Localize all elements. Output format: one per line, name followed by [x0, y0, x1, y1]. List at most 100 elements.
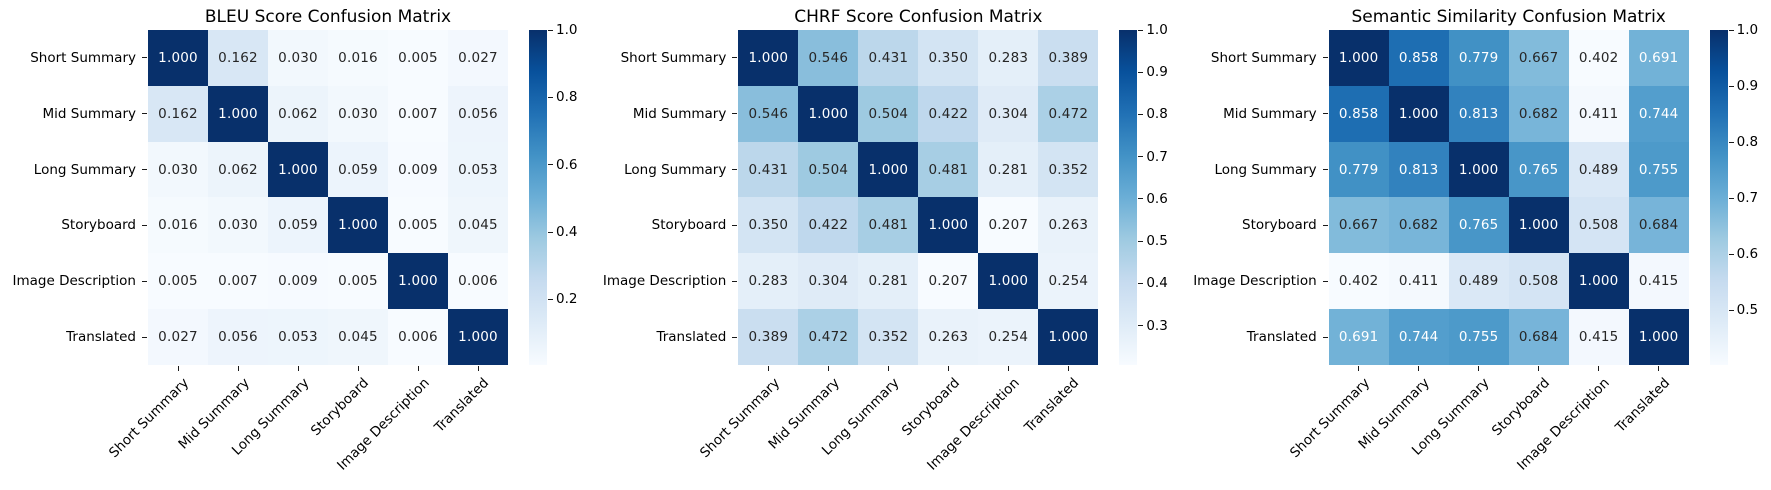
heatmap-cell: 0.009 [268, 253, 328, 310]
colorbar-tick-mark [548, 164, 553, 166]
x-tick-mark [417, 366, 419, 371]
heatmap-cell: 0.422 [798, 197, 859, 254]
heatmap-cell: 0.508 [1508, 253, 1569, 310]
y-tick-mark [732, 336, 738, 338]
heatmap-cell: 1.000 [978, 253, 1039, 310]
x-tick-mark [827, 366, 829, 371]
colorbar-tick-label: 0.4 [1146, 275, 1168, 292]
heatmap-cell: 0.779 [1448, 30, 1509, 86]
x-tick-mark [1538, 366, 1540, 371]
y-tick-label: Short Summary [30, 49, 136, 66]
y-tick-mark [1322, 280, 1328, 282]
heatmap-cell: 0.056 [208, 309, 268, 365]
heatmap-cell: 0.207 [918, 253, 979, 310]
heatmap-cell: 0.059 [268, 197, 328, 254]
colorbar-tick-mark [1728, 85, 1734, 87]
colorbar-tick-label: 0.3 [1146, 317, 1168, 334]
colorbar-tick-label: 0.5 [1146, 233, 1168, 250]
y-tick-label: Mid Summary [632, 105, 727, 122]
y-tick-label: Short Summary [620, 49, 727, 66]
x-tick-label: Storyboard [1488, 375, 1553, 440]
heatmap-cell: 0.304 [978, 85, 1039, 142]
y-tick-label: Translated [1246, 329, 1317, 346]
y-tick-label: Long Summary [1214, 161, 1317, 178]
colorbar [529, 30, 547, 365]
colorbar-tick-mark [1138, 29, 1144, 31]
colorbar-tick-mark [548, 231, 553, 233]
heatmap-cell: 0.504 [798, 141, 859, 198]
y-tick-mark [732, 280, 738, 282]
y-tick-mark [732, 57, 738, 59]
heatmap-cell: 0.682 [1388, 197, 1449, 254]
y-tick-mark [732, 113, 738, 115]
x-tick-mark [477, 366, 479, 371]
y-tick-mark [1322, 224, 1328, 226]
x-tick-mark [1358, 366, 1360, 371]
heatmap-cell: 1.000 [1388, 85, 1449, 142]
heatmap-cell: 1.000 [1328, 30, 1389, 86]
x-tick-label: Translated [431, 375, 493, 436]
colorbar-tick-mark [1728, 197, 1734, 199]
heatmap-cell: 0.691 [1328, 309, 1389, 365]
heatmap-cell: 0.053 [268, 309, 328, 365]
heatmap-cell: 0.005 [148, 253, 208, 310]
y-tick-mark [1322, 169, 1328, 171]
heatmap-cell: 0.489 [1568, 141, 1629, 198]
heatmap-cell: 1.000 [1508, 197, 1569, 254]
heatmap-cell: 0.415 [1628, 253, 1689, 310]
x-tick-mark [1598, 366, 1600, 371]
colorbar-tick-label: 0.6 [556, 156, 578, 173]
heatmap-cell: 0.006 [388, 309, 448, 365]
x-tick-label: Storyboard [308, 375, 373, 440]
heatmap-cell: 0.481 [858, 197, 919, 254]
heatmap-cell: 0.472 [798, 309, 859, 365]
x-tick-label: Short Summary [696, 375, 783, 462]
y-tick-label: Translated [66, 329, 136, 346]
colorbar-tick-mark [548, 298, 553, 300]
heatmap-cell: 0.411 [1568, 85, 1629, 142]
heatmap-cell: 0.402 [1328, 253, 1389, 310]
panel-bleu: BLEU Score Confusion Matrix 1.000 0.162 0.… [0, 0, 590, 490]
heatmap-cell: 0.254 [978, 309, 1039, 365]
heatmap-cell: 1.000 [148, 30, 208, 86]
heatmap-cell: 0.684 [1628, 197, 1689, 254]
heatmap-cell: 0.389 [738, 309, 799, 365]
heatmap-cell: 1.000 [858, 141, 919, 198]
x-tick-mark [1658, 366, 1660, 371]
heatmap-cell: 0.504 [858, 85, 919, 142]
heatmap-cell: 0.059 [328, 141, 388, 198]
heatmap-cell: 0.755 [1448, 309, 1509, 365]
heatmap-cell: 1.000 [798, 85, 859, 142]
colorbar [1709, 30, 1728, 365]
y-tick-mark [142, 169, 147, 171]
heatmap-cell: 1.000 [448, 309, 508, 365]
heatmap-cell: 0.281 [978, 141, 1039, 198]
heatmap-cell: 1.000 [268, 141, 328, 198]
y-tick-label: Image Description [12, 273, 136, 290]
heatmap-cell: 0.684 [1508, 309, 1569, 365]
y-tick-label: Mid Summary [42, 105, 137, 122]
colorbar-tick-label: 1.0 [1736, 22, 1759, 38]
heatmap-cell: 0.422 [918, 85, 979, 142]
heatmap-cell: 0.005 [388, 30, 448, 86]
heatmap-cell: 0.027 [448, 30, 508, 86]
colorbar-tick-label: 0.7 [1736, 190, 1759, 207]
x-tick-mark [767, 366, 769, 371]
colorbar-tick-label: 0.5 [1736, 302, 1759, 319]
colorbar-tick-mark [1138, 198, 1144, 200]
colorbar-tick-label: 0.7 [1146, 148, 1168, 165]
heatmap-cell: 0.007 [208, 253, 268, 310]
x-tick-mark [237, 366, 239, 371]
colorbar-tick-mark [1138, 282, 1144, 284]
heatmap-cell: 0.030 [268, 30, 328, 86]
heatmap-cell: 0.207 [978, 197, 1039, 254]
x-tick-label: Short Summary [1286, 375, 1373, 462]
colorbar-tick-mark [1728, 309, 1734, 311]
colorbar-tick-mark [548, 96, 553, 98]
chart-title-semantic: Semantic Similarity Confusion Matrix [1351, 7, 1666, 27]
heatmap-cell: 0.431 [858, 30, 919, 86]
heatmap-cell: 1.000 [1628, 309, 1689, 365]
heatmap-cell: 0.005 [328, 253, 388, 310]
colorbar-tick-mark [1728, 29, 1734, 31]
heatmap-cell: 0.009 [388, 141, 448, 198]
